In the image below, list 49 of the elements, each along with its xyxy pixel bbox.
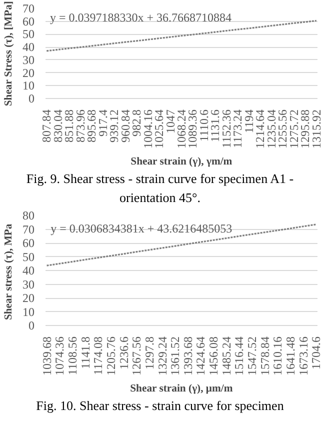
x-tick-label: 1141.8 — [78, 336, 92, 370]
x-tick-label: 1485.24 — [219, 336, 234, 376]
x-tick-label: 1456.08 — [206, 336, 221, 376]
annotation: y = 0.0397188330x + 36.7668710884 — [50, 10, 232, 25]
x-tick-label: 1361.52 — [168, 336, 182, 376]
x-tick-label: 1516.44 — [232, 336, 246, 376]
y-tick-label: 50 — [22, 250, 34, 264]
x-tick-label: 1074.36 — [52, 336, 67, 376]
y-tick-label: 0 — [28, 92, 34, 106]
y-tick-label: 40 — [22, 264, 34, 278]
y-tick-label: 20 — [22, 291, 34, 306]
line-series — [46, 224, 318, 266]
x-axis-title: Shear strain (γ), γm/m — [130, 156, 232, 168]
x-tick-label: 1297.8 — [142, 336, 156, 370]
x-tick-label: 1236.6 — [116, 336, 131, 370]
y-tick-label: 70 — [22, 222, 34, 236]
x-tick-label: 1039.68 — [40, 336, 54, 376]
annotation: y = 0.0306834381x + 43.6216485053 — [50, 221, 232, 236]
y-tick-label: 30 — [22, 52, 34, 67]
y-tick-label: 20 — [22, 66, 34, 80]
y-axis-title: Shear stress (τ), MPa — [4, 223, 14, 320]
y-tick-label: 70 — [22, 2, 34, 16]
y-tick-label: 10 — [22, 78, 34, 93]
y-tick-label: 40 — [22, 40, 34, 54]
x-tick-label: 1610.16 — [270, 336, 285, 376]
caption: Fig. 9. Shear stress - strain curve for specimen A1 - orientation 45°. — [25, 170, 295, 207]
y-tick-label: 50 — [22, 27, 34, 42]
y-tick-label: 10 — [22, 304, 34, 319]
y-tick-label: 30 — [22, 277, 34, 292]
y-tick-label: 60 — [22, 14, 34, 28]
x-tick-label: 1329.24 — [155, 336, 170, 376]
y-tick-label: 0 — [28, 318, 34, 333]
x-axis-title: Shear strain (γ), μm/m — [130, 384, 233, 395]
x-tick-label: 1704.6 — [309, 336, 323, 370]
x-tick-label: 1641.48 — [284, 336, 298, 376]
x-tick-label: 1578.84 — [258, 336, 272, 376]
y-tick-label: 80 — [22, 208, 34, 223]
x-tick-label: 1108.56 — [65, 336, 80, 376]
x-tick-label: 1424.64 — [194, 336, 208, 376]
y-tick-label: 60 — [22, 236, 34, 250]
x-tick-label: 1393.68 — [180, 336, 195, 376]
x-tick-label: 1267.56 — [130, 336, 144, 376]
x-tick-label: 1205.76 — [104, 336, 118, 376]
caption: Fig. 10. Shear stress - strain curve for specimen — [36, 397, 284, 416]
y-axis-title: Shear Stress (τ), [MPa] — [4, 1, 14, 106]
x-tick-label: 1547.52 — [245, 336, 260, 376]
x-tick-label: 1673.16 — [296, 336, 310, 376]
x-tick-label: 1174.08 — [91, 336, 106, 376]
x-tick-label: 1068.24 — [174, 110, 188, 148]
